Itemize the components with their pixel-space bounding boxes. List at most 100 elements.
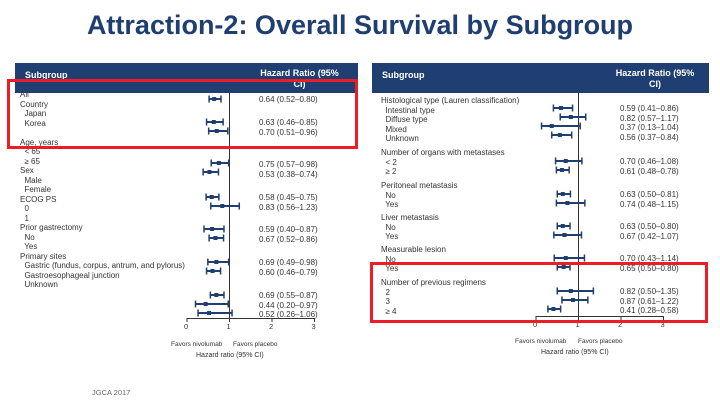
right-forest-row [553, 231, 583, 239]
right-point-estimate [563, 159, 568, 163]
left-forest-row [210, 202, 241, 210]
right-forest-row [553, 254, 586, 262]
left-header-bar: Subgroup Hazard Ratio (95% CI) [15, 63, 358, 93]
left-tick-label: 3 [311, 322, 316, 331]
left-point-estimate [216, 161, 221, 165]
right-point-estimate [559, 168, 564, 172]
right-header-subgroup: Subgroup [382, 70, 425, 80]
left-hr-gastrectomy: 0.69 (0.49–0.98) 0.60 (0.46–0.79) [259, 258, 318, 277]
left-point-estimate [207, 311, 212, 315]
right-hr-organs: 0.70 (0.46–1.08) 0.61 (0.48–0.78) [620, 157, 679, 176]
right-tick-label: 2 [618, 320, 623, 329]
right-forest-row [554, 157, 583, 165]
left-hr-age: 0.75 (0.57–0.98) 0.53 (0.38–0.74) [259, 160, 318, 179]
right-point-estimate [563, 256, 568, 260]
left-forest-row [207, 127, 229, 135]
right-forest-row [556, 287, 595, 295]
left-point-estimate [210, 269, 215, 273]
right-header-bar: Subgroup Hazard Ratio (95% CI) [372, 63, 709, 93]
right-hr-measurable: 0.70 (0.43–1.14) 0.65 (0.50–0.80) [620, 254, 679, 273]
right-forest-row [556, 222, 571, 230]
left-point-estimate [210, 227, 215, 231]
left-forest-row [205, 193, 220, 201]
left-hr-sex: 0.58 (0.45–0.75) 0.83 (0.56–1.23) [259, 193, 318, 212]
right-point-estimate [560, 224, 565, 228]
right-point-estimate [559, 106, 564, 110]
right-point-estimate [560, 192, 565, 196]
left-point-estimate [203, 302, 208, 306]
left-forest-row [209, 291, 225, 299]
right-labels-peritoneal: Peritoneal metastasis No Yes [381, 181, 458, 209]
right-x-axis [536, 316, 664, 317]
left-axis-label: Hazard ratio (95% CI) [196, 352, 264, 359]
left-hr-all: 0.64 (0.52–0.80) [259, 95, 318, 104]
right-tick-label: 0 [533, 320, 538, 329]
right-point-estimate [561, 265, 566, 269]
left-forest-row [207, 258, 230, 266]
left-x-axis [187, 318, 315, 319]
right-favors-nivolumab: Favors nivolumab [515, 338, 567, 345]
right-hr-histological: 0.59 (0.41–0.86) 0.82 (0.57–1.17) 0.37 (… [620, 104, 679, 142]
right-point-estimate [557, 133, 562, 137]
slide-title: Attraction-2: Overall Survival by Subgro… [86, 10, 634, 40]
left-forest-row [208, 95, 222, 103]
left-forest-row [197, 309, 233, 317]
left-point-estimate [213, 236, 218, 240]
left-point-estimate [214, 129, 219, 133]
right-forest-row [561, 296, 589, 304]
left-forest-row [194, 300, 229, 308]
right-favors-placebo: Favors placebo [578, 338, 623, 345]
right-forest-row [556, 190, 572, 198]
right-tick-label: 3 [660, 320, 665, 329]
left-point-estimate [214, 260, 219, 264]
right-point-estimate [568, 115, 573, 119]
right-labels-liver: Liver metastasis No Yes [381, 213, 439, 241]
left-hr-primary-sites: 0.69 (0.55–0.87) 0.44 (0.20–0.97) 0.52 (… [259, 291, 318, 319]
left-header-hazard-ratio: Hazard Ratio (95% CI) [260, 68, 339, 89]
left-tick-label: 2 [269, 322, 274, 331]
right-labels-organs: Number of organs with metastases < 2 ≥ 2 [381, 148, 505, 176]
right-tick-label: 1 [575, 320, 580, 329]
right-axis-label: Hazard ratio (95% CI) [541, 349, 609, 356]
right-header-hazard-ratio: Hazard Ratio (95% CI) [615, 68, 695, 89]
left-point-estimate [212, 97, 217, 101]
left-header-subgroup: Subgroup [25, 70, 68, 80]
right-forest-row [547, 305, 562, 313]
footer-source: JGCA 2017 [92, 388, 131, 397]
left-hr-ecog: 0.59 (0.40–0.87) 0.67 (0.52–0.86) [259, 225, 318, 244]
highlight-box-regimens [370, 262, 708, 323]
right-forest-row [559, 113, 587, 121]
right-forest-row [540, 122, 581, 130]
right-forest-row [555, 199, 586, 207]
right-labels-measurable: Measurable lesion No Yes [381, 245, 446, 273]
left-forest-row [203, 225, 225, 233]
left-hr-country: 0.63 (0.46–0.85) 0.70 (0.51–0.96) [259, 118, 318, 137]
left-forest-row [208, 234, 225, 242]
right-point-estimate [549, 124, 554, 128]
left-favors-nivolumab: Favors nivolumab [171, 341, 223, 348]
highlight-box-country [7, 79, 358, 149]
left-forest-row [202, 168, 220, 176]
left-forest-row [205, 118, 224, 126]
left-favors-placebo: Favors placebo [233, 341, 278, 348]
right-forest-row [552, 104, 574, 112]
left-tick-label: 0 [184, 322, 189, 331]
right-forest-row [550, 131, 573, 139]
right-point-estimate [551, 307, 556, 311]
left-point-estimate [211, 120, 216, 124]
right-labels-regimens: Number of previous regimens 2 3 ≥ 4 [381, 278, 486, 316]
right-forest-row [555, 166, 570, 174]
left-point-estimate [209, 195, 214, 199]
left-point-estimate [220, 204, 225, 208]
left-subgroup-labels: All Country Japan Korea Age, years < 65 … [20, 90, 185, 289]
left-point-estimate [207, 170, 212, 174]
right-hr-liver: 0.63 (0.50–0.80) 0.67 (0.42–1.07) [620, 222, 679, 241]
left-forest-row [210, 159, 230, 167]
right-point-estimate [568, 289, 573, 293]
left-forest-row [205, 267, 222, 275]
right-point-estimate [562, 233, 567, 237]
right-hr-peritoneal: 0.63 (0.50–0.81) 0.74 (0.48–1.15) [620, 190, 679, 209]
left-point-estimate [214, 293, 219, 297]
right-hr-regimens: 0.82 (0.50–1.35) 0.87 (0.61–1.22) 0.41 (… [620, 287, 679, 315]
